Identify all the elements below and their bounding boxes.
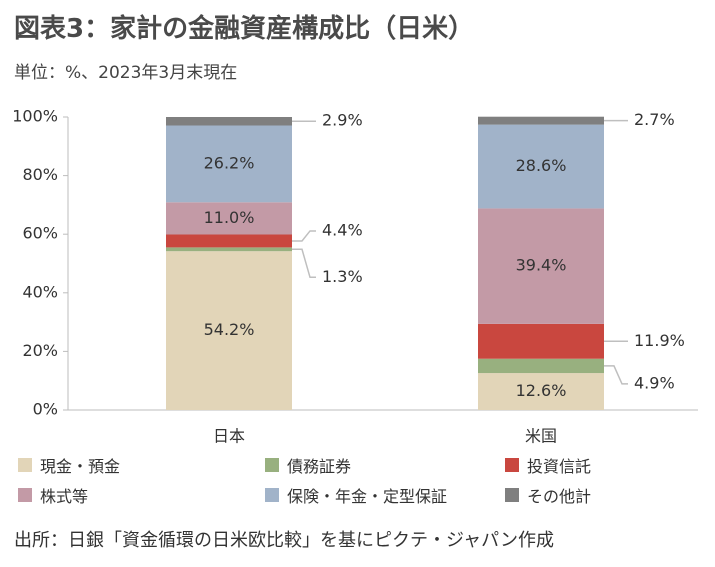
legend-swatch [505,458,519,472]
y-tick-label: 20% [22,341,58,360]
bar-segment [166,117,292,126]
legend-label: その他計 [527,487,592,506]
bar-segment [478,116,604,125]
data-label: 11.9% [634,331,685,350]
legend-label: 保険・年金・定型保証 [287,487,448,506]
chart-unit: 単位：%、2023年3月末現在 [14,63,238,83]
legend-item: 投資信託 [505,453,591,477]
x-tick-label: 日本 [213,427,245,446]
legend-label: 投資信託 [527,457,592,476]
bar-segment [166,125,292,203]
y-tick-label: 40% [22,282,58,301]
chart-title: 図表3：家計の金融資産構成比（日米） [14,14,475,44]
data-label: 4.9% [634,373,675,392]
legend-item: 株式等 [18,483,88,507]
source-note: 出所：日銀「資金循環の日米欧比較」を基にピクテ・ジャパン作成 [14,530,554,551]
data-label: 2.9% [322,111,363,130]
leader-line [292,248,316,279]
bar-segment [478,373,604,410]
bar-segment [166,202,292,235]
data-label: 2.7% [634,110,675,129]
bar-segment [478,124,604,209]
data-label: 11.0% [204,208,255,227]
data-label: 1.3% [322,267,363,286]
legend-swatch [505,488,519,502]
y-tick-label: 60% [22,224,58,243]
data-label: 4.4% [322,220,363,239]
data-label: 54.2% [204,320,255,339]
legend-swatch [265,458,279,472]
legend-item: 保険・年金・定型保証 [265,483,447,507]
y-tick-label: 80% [22,165,58,184]
leader-line [604,365,628,385]
bar-segment [478,323,604,359]
data-label: 39.4% [516,256,567,275]
data-label: 28.6% [516,156,567,175]
x-tick-label: 米国 [525,427,557,446]
bar-segment [166,251,292,410]
bar-segment [478,208,604,324]
y-tick-label: 0% [33,400,58,419]
bar-segment [166,234,292,248]
legend-item: 債務証券 [265,453,351,477]
data-label: 12.6% [516,381,567,400]
legend-swatch [265,488,279,502]
legend-label: 現金・預金 [40,457,121,476]
leader-line [292,230,316,242]
legend-label: 債務証券 [287,457,352,476]
y-tick-label: 100% [12,107,58,126]
stacked-bar-chart: 0% 20% 40% 60% 80% 100% 54.2% 11.0% 26.2% 日本 12.6%… [12,107,698,446]
legend-label: 株式等 [40,487,89,506]
bar-segment [166,247,292,252]
bar-segment [478,358,604,374]
legend-swatch [18,458,32,472]
legend-item: 現金・預金 [18,453,120,477]
legend-item: その他計 [505,483,591,507]
data-label: 26.2% [204,153,255,172]
legend-swatch [18,488,32,502]
